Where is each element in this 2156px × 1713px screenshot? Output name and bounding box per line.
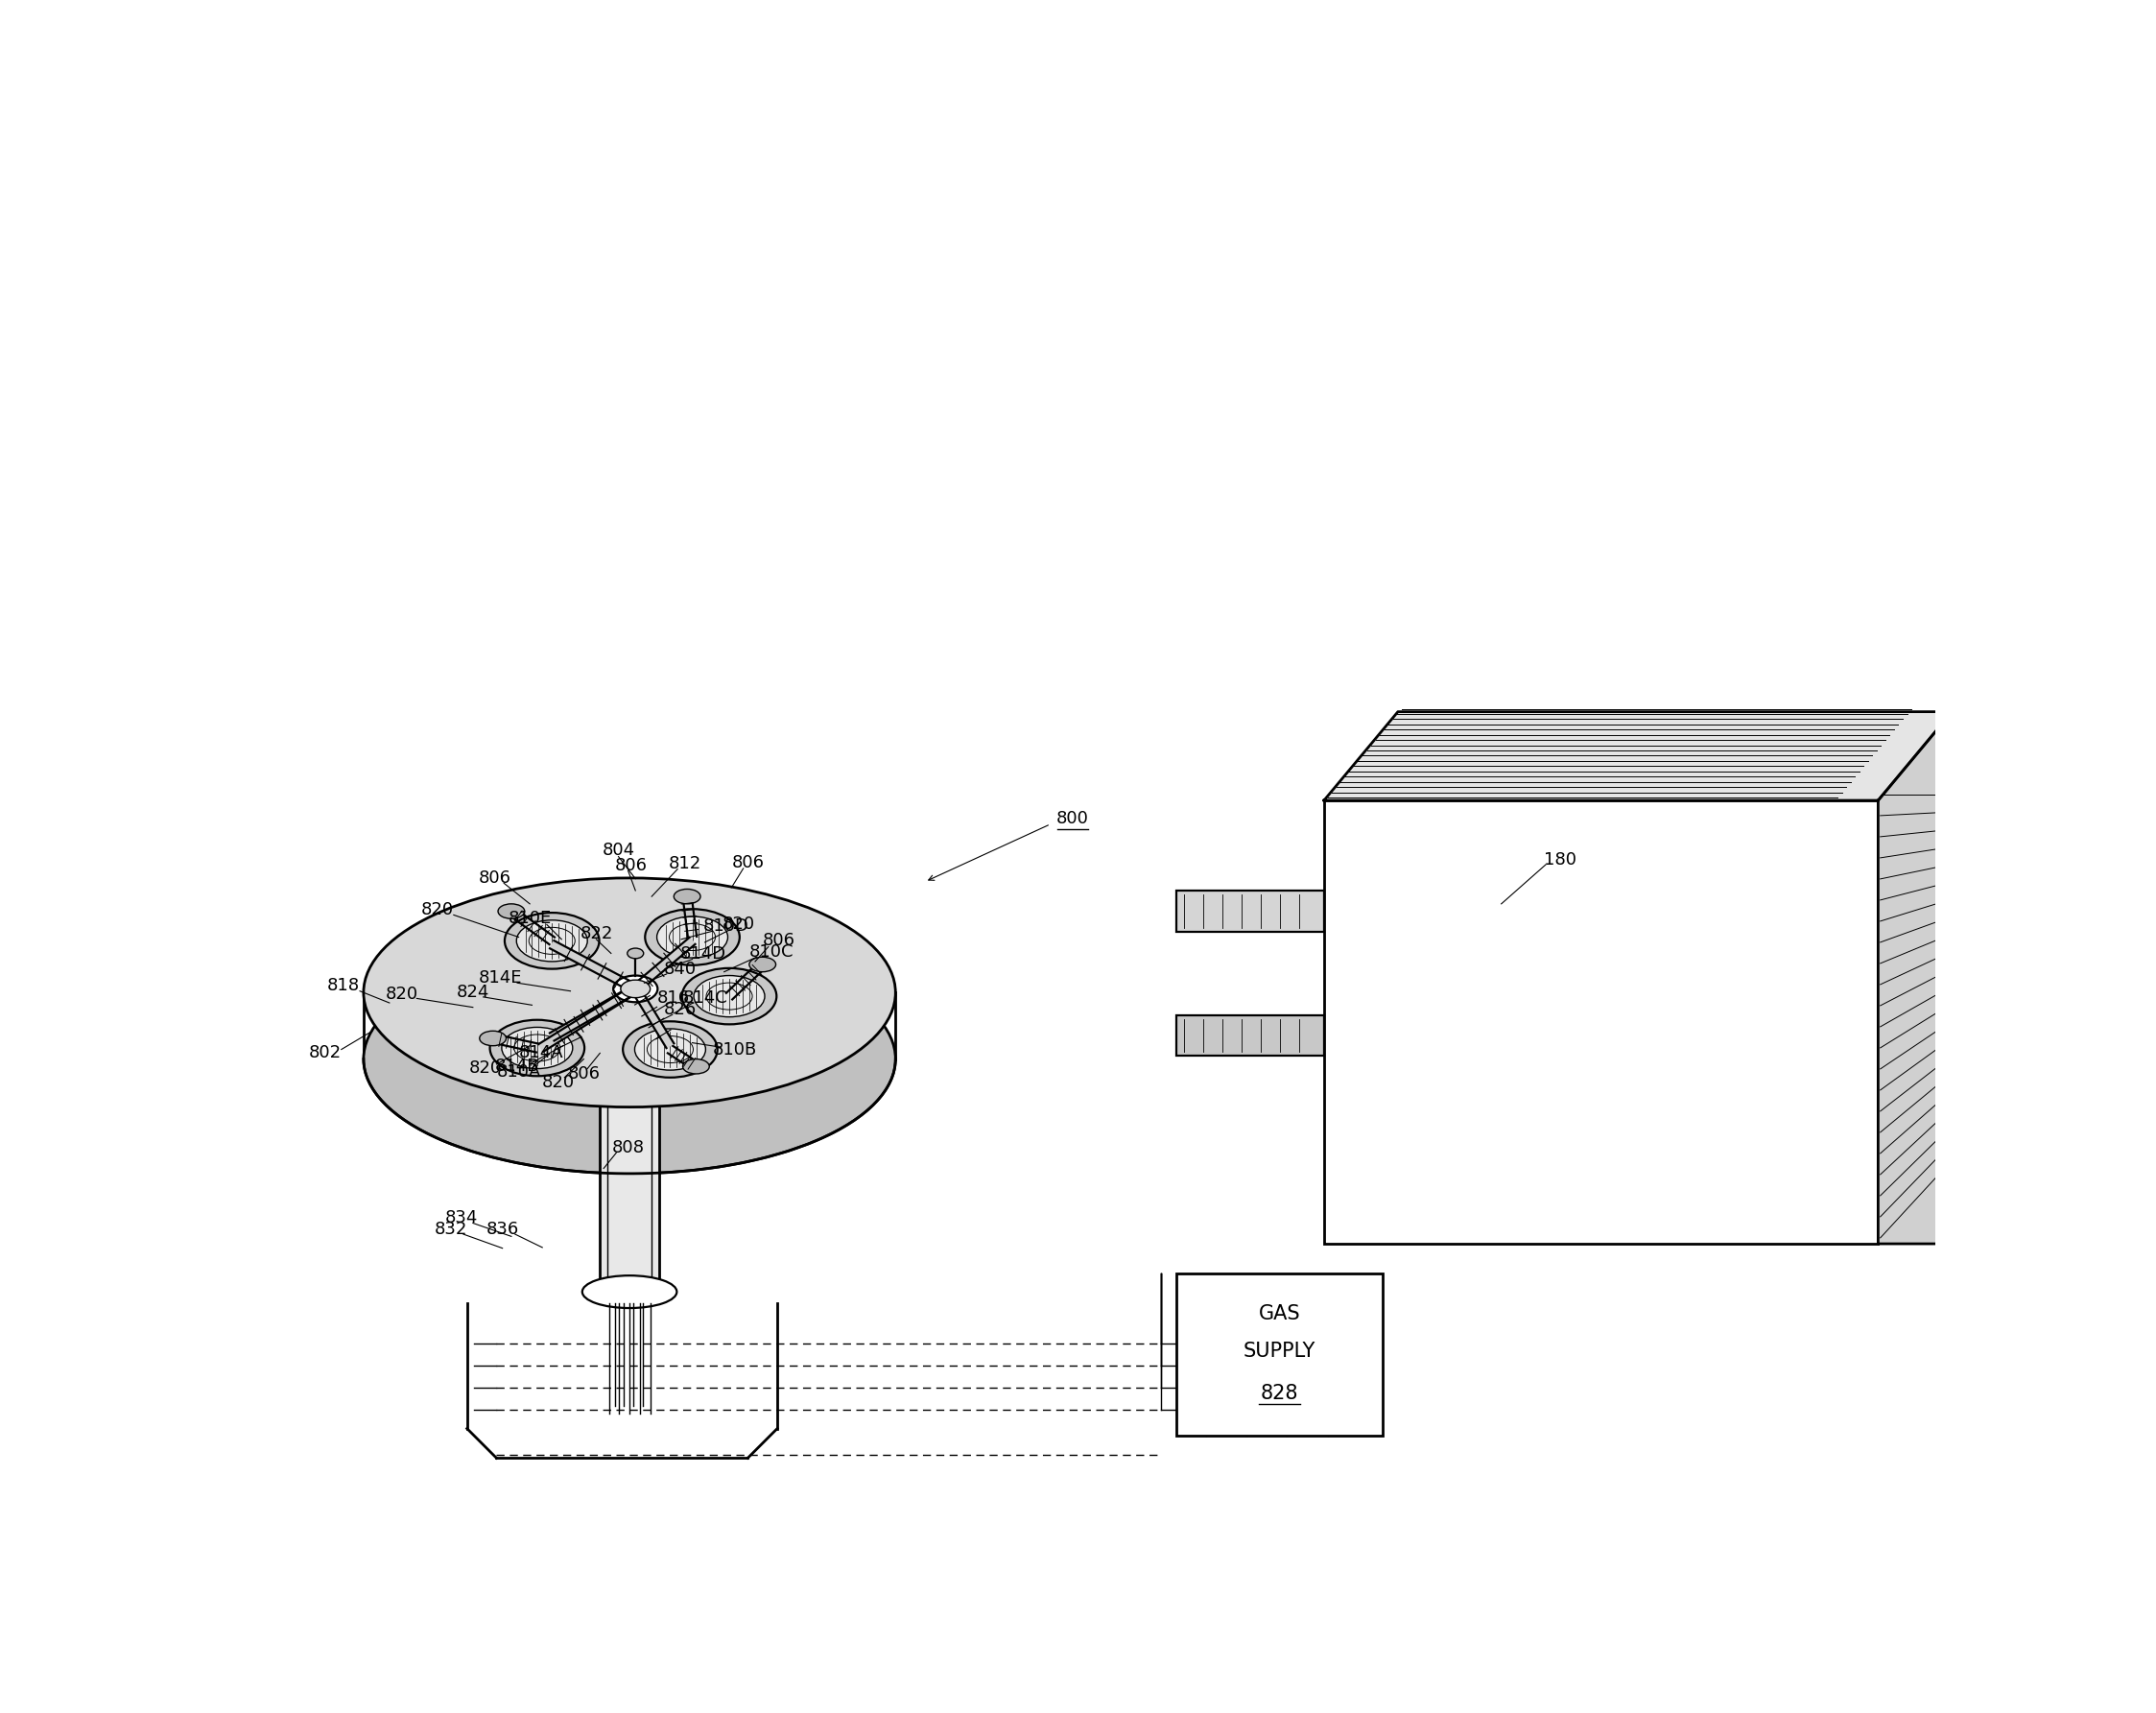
- Text: 834: 834: [444, 1209, 479, 1227]
- Text: 806: 806: [479, 870, 511, 887]
- Text: 806: 806: [567, 1065, 599, 1083]
- Polygon shape: [632, 987, 675, 1048]
- Text: 806: 806: [731, 853, 763, 872]
- Polygon shape: [1878, 711, 1951, 1244]
- Ellipse shape: [489, 1019, 584, 1076]
- Text: 180: 180: [1544, 851, 1576, 868]
- Bar: [1177, 1016, 1324, 1055]
- Bar: [599, 1059, 660, 1304]
- Text: 804: 804: [602, 843, 634, 860]
- Ellipse shape: [364, 879, 895, 1107]
- Text: 818: 818: [326, 976, 360, 994]
- Text: 820: 820: [541, 1074, 573, 1091]
- Ellipse shape: [621, 980, 651, 997]
- Text: 810B: 810B: [711, 1042, 757, 1059]
- Text: 820: 820: [722, 916, 755, 934]
- Text: 814C: 814C: [683, 988, 727, 1006]
- Ellipse shape: [645, 910, 740, 964]
- Ellipse shape: [479, 1031, 507, 1045]
- Text: 810D: 810D: [703, 918, 748, 935]
- Bar: [1177, 891, 1324, 932]
- Text: 810A: 810A: [496, 1064, 541, 1081]
- Text: 824: 824: [457, 983, 489, 1000]
- Ellipse shape: [364, 944, 895, 1173]
- Text: 822: 822: [580, 925, 612, 942]
- Ellipse shape: [681, 968, 776, 1024]
- Text: 820: 820: [420, 901, 453, 918]
- Ellipse shape: [683, 1059, 709, 1074]
- Ellipse shape: [750, 958, 776, 971]
- Text: 828: 828: [1261, 1384, 1298, 1403]
- Text: 800: 800: [1056, 810, 1089, 827]
- Polygon shape: [539, 985, 638, 1052]
- Text: 840: 840: [664, 961, 696, 978]
- Polygon shape: [550, 985, 638, 1042]
- Ellipse shape: [694, 975, 765, 1018]
- Polygon shape: [550, 940, 638, 994]
- Ellipse shape: [627, 949, 642, 959]
- Text: 812: 812: [668, 855, 701, 872]
- Ellipse shape: [634, 1030, 705, 1071]
- Text: SUPPLY: SUPPLY: [1244, 1341, 1315, 1360]
- Text: 820: 820: [470, 1059, 502, 1076]
- Text: 814B: 814B: [496, 1059, 539, 1076]
- Text: 814A: 814A: [517, 1045, 563, 1062]
- Polygon shape: [632, 937, 694, 992]
- Text: 802: 802: [308, 1045, 341, 1062]
- Ellipse shape: [517, 920, 586, 961]
- Ellipse shape: [582, 1276, 677, 1309]
- Text: 814D: 814D: [681, 946, 727, 963]
- Text: GAS: GAS: [1259, 1304, 1300, 1324]
- Ellipse shape: [658, 916, 729, 958]
- Ellipse shape: [623, 1021, 718, 1077]
- Bar: [1324, 800, 1878, 1244]
- Text: 820: 820: [386, 985, 418, 1002]
- Ellipse shape: [498, 904, 524, 918]
- Text: 810C: 810C: [748, 944, 793, 961]
- Text: 808: 808: [612, 1139, 645, 1156]
- Ellipse shape: [612, 975, 658, 1002]
- Text: 806: 806: [763, 932, 796, 949]
- Ellipse shape: [675, 889, 701, 904]
- Text: 810E: 810E: [509, 910, 552, 927]
- Text: 826: 826: [664, 1000, 696, 1018]
- Text: 806: 806: [614, 856, 647, 874]
- Text: 814E: 814E: [479, 970, 522, 987]
- Text: 816: 816: [658, 988, 690, 1006]
- Bar: [1177, 1273, 1384, 1435]
- Polygon shape: [1324, 711, 1951, 800]
- Ellipse shape: [505, 913, 599, 970]
- Text: 832: 832: [433, 1220, 468, 1237]
- Ellipse shape: [502, 1028, 573, 1069]
- Text: 836: 836: [485, 1220, 520, 1237]
